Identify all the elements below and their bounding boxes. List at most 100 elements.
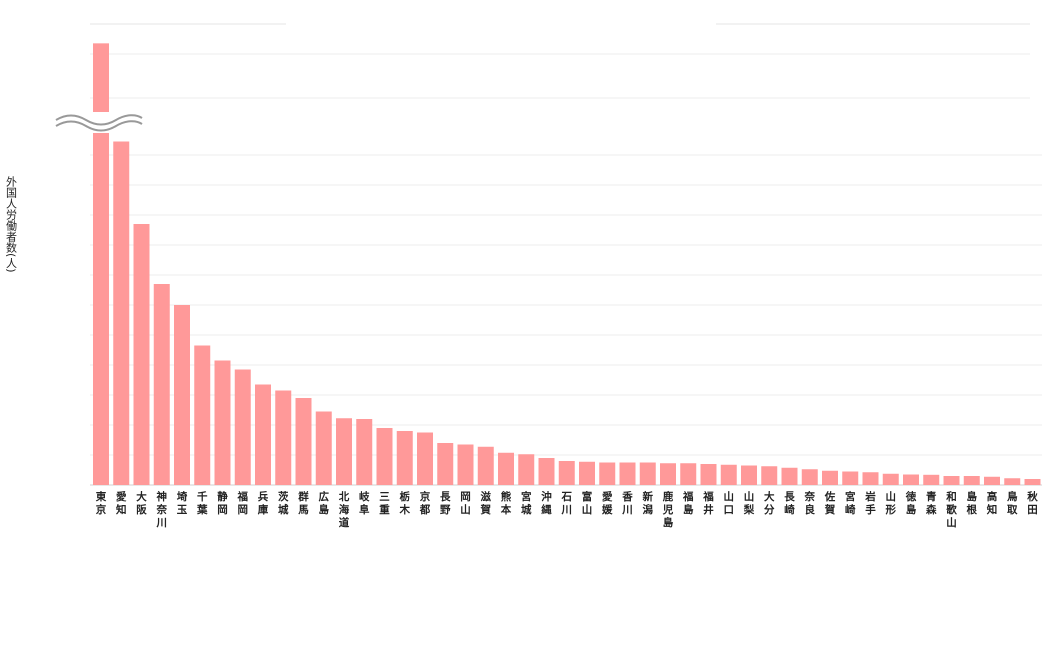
bar — [113, 141, 130, 485]
category-label: 千葉 — [196, 490, 208, 516]
bar — [862, 472, 879, 485]
bar — [741, 465, 757, 485]
category-label: 宮城 — [521, 490, 532, 516]
category-label: 群馬 — [298, 490, 309, 516]
break-line — [55, 120, 143, 132]
bar — [882, 473, 899, 485]
break-line — [55, 114, 143, 126]
bar — [963, 476, 980, 485]
bar — [234, 369, 251, 485]
bar — [174, 305, 190, 485]
category-label: 京都 — [419, 490, 431, 516]
bar — [984, 476, 1000, 485]
category-label: 鹿児島 — [662, 490, 674, 529]
category-label: 大分 — [764, 490, 775, 516]
category-label: 沖縄 — [541, 490, 552, 516]
category-label: 栃木 — [399, 490, 411, 516]
y-axis-label: 外国人労働者数(人) — [5, 176, 18, 273]
category-label: 富山 — [582, 490, 593, 516]
category-label: 青森 — [925, 490, 937, 516]
bars — [93, 43, 1041, 485]
bar — [680, 463, 697, 485]
category-label: 神奈川 — [156, 490, 168, 529]
category-label: 福井 — [702, 490, 714, 516]
bar — [315, 411, 332, 485]
bar — [477, 446, 494, 485]
bar — [538, 458, 555, 485]
bar — [275, 390, 292, 485]
bar — [923, 474, 940, 485]
bar — [295, 398, 312, 485]
category-label: 奈良 — [804, 490, 816, 516]
bar — [801, 469, 818, 485]
category-label: 鳥取 — [1007, 490, 1018, 516]
category-label: 岩手 — [864, 490, 876, 516]
bar — [1024, 479, 1041, 485]
bar — [943, 476, 960, 485]
bar — [396, 431, 413, 485]
bar — [700, 464, 717, 485]
gridlines — [90, 23, 1042, 486]
category-label: 岡山 — [460, 491, 471, 516]
category-label: 愛知 — [116, 490, 127, 516]
bar — [558, 461, 575, 485]
bar — [579, 461, 595, 485]
category-label: 山形 — [886, 490, 897, 516]
category-label: 熊本 — [501, 490, 512, 516]
category-label: 埼玉 — [177, 490, 188, 516]
bar — [822, 470, 838, 485]
category-label: 北海道 — [339, 490, 350, 529]
bar — [336, 418, 352, 485]
category-label: 福島 — [682, 490, 694, 516]
bar — [1004, 478, 1021, 485]
bar — [133, 224, 150, 485]
category-label: 石川 — [561, 491, 573, 516]
bar — [376, 428, 393, 485]
bar — [842, 471, 859, 485]
bar — [214, 360, 231, 485]
bar — [417, 432, 433, 485]
bar — [153, 284, 170, 485]
category-label: 新潟 — [643, 490, 654, 516]
bar — [457, 444, 474, 485]
axis-break-mark — [55, 114, 143, 132]
bar — [255, 384, 271, 485]
category-label: 愛媛 — [601, 490, 613, 516]
bar — [437, 443, 454, 485]
bar — [903, 474, 919, 485]
bar — [619, 462, 636, 485]
category-label: 佐賀 — [824, 490, 836, 516]
bar — [720, 464, 737, 485]
category-label: 静岡 — [217, 490, 228, 516]
bar — [498, 452, 514, 485]
category-label: 三重 — [379, 491, 390, 516]
category-label: 山口 — [724, 490, 735, 516]
break-gap — [55, 115, 143, 131]
bar — [639, 462, 656, 485]
category-label: 秋田 — [1027, 490, 1038, 516]
bar — [356, 419, 373, 485]
category-label: 茨城 — [278, 490, 289, 516]
category-label: 東京 — [96, 490, 107, 516]
category-label: 和歌山 — [945, 490, 957, 529]
category-label: 長崎 — [784, 491, 795, 516]
bar — [781, 467, 798, 485]
category-label: 香川 — [621, 490, 633, 516]
category-label: 兵庫 — [258, 490, 269, 516]
bar — [599, 462, 616, 485]
bar — [93, 43, 109, 112]
x-axis-labels: 東京愛知大阪神奈川埼玉千葉静岡福岡兵庫茨城群馬広島北海道岐阜三重栃木京都長野岡山… — [96, 490, 1039, 529]
bar — [518, 454, 535, 485]
category-label: 岐阜 — [359, 490, 370, 516]
category-label: 滋賀 — [480, 490, 492, 516]
category-label: 広島 — [319, 490, 330, 516]
category-label: 宮崎 — [845, 490, 856, 516]
category-label: 山梨 — [743, 490, 755, 516]
category-label: 福岡 — [237, 490, 249, 516]
category-label: 徳島 — [905, 490, 917, 516]
category-label: 高知 — [987, 490, 998, 516]
bar — [93, 133, 109, 485]
bar — [194, 345, 211, 485]
bar — [660, 463, 676, 485]
